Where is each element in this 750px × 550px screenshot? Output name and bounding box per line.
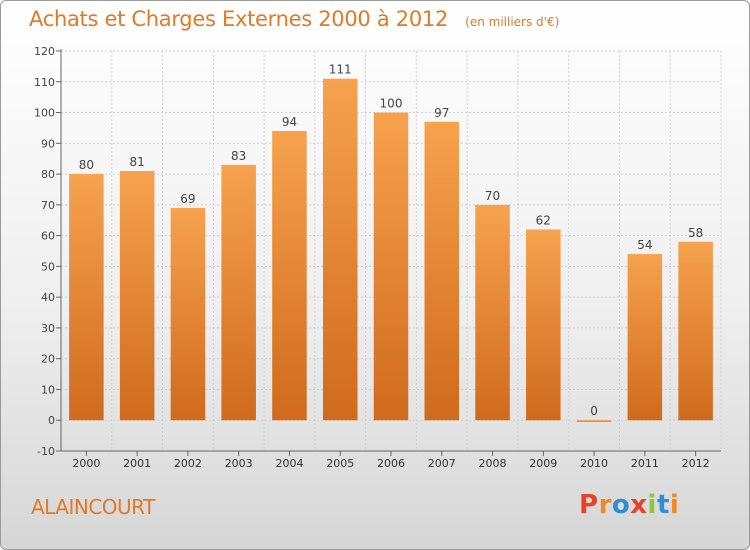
y-tick-label: 10 [41,383,55,396]
bar-value-label: 83 [231,149,246,163]
bar-value-label: 111 [329,63,352,77]
logo-letter: o [611,490,631,520]
x-tick-label: 2008 [479,457,507,470]
x-tick-label: 2007 [428,457,456,470]
bar [170,207,206,421]
bar-value-label: 81 [130,155,145,169]
bar [576,420,612,422]
y-tick-label: 110 [34,76,55,89]
commune-name: ALAINCOURT [31,495,155,519]
proxiti-logo: Proxiti [579,490,679,520]
x-tick-label: 2001 [123,457,151,470]
bar-value-label: 80 [79,158,94,172]
bar [424,121,460,421]
y-tick-label: 0 [48,414,55,427]
bar-value-label: 54 [637,238,652,252]
bar-value-label: 0 [590,404,598,418]
y-tick-label: 30 [41,322,55,335]
x-tick-label: 2005 [326,457,354,470]
y-tick-label: 100 [34,107,55,120]
chart-unit: (en milliers d'€) [465,15,560,29]
bar-value-label: 58 [688,226,703,240]
bar [526,229,561,421]
y-tick-label: 20 [41,353,55,366]
bar-value-label: 62 [536,213,551,227]
logo-letter: i [647,490,657,520]
x-tick-label: 2011 [631,457,659,470]
x-tick-label: 2000 [72,457,100,470]
labels: -10 0 10 20 30 40 50 60 70 80 90 100 110 120 80 2000 81 2… [34,45,710,470]
y-tick-label: 120 [34,45,55,58]
bar [475,204,510,421]
bar-value-label: 70 [485,189,500,203]
bar [221,164,256,421]
x-tick-label: 2012 [682,457,710,470]
bar [119,171,155,421]
bar [69,174,104,421]
bar [627,254,663,421]
bar [373,112,409,421]
bar [322,78,358,421]
logo-letter: P [579,490,599,520]
y-tick-label: -10 [37,445,55,458]
x-tick-label: 2003 [225,457,253,470]
y-tick-label: 80 [41,168,55,181]
bar-value-label: 97 [434,106,449,120]
logo-letter: x [630,490,648,520]
logo-letter: i [669,490,680,520]
chart-title: Achats et Charges Externes 2000 à 2012 [29,7,449,31]
bar [272,131,307,421]
y-tick-label: 90 [41,137,55,150]
axes [56,49,721,456]
x-tick-label: 2002 [174,457,202,470]
logo-letter: t [656,490,670,520]
x-tick-label: 2004 [275,457,303,470]
y-tick-label: 70 [41,199,55,212]
bars [69,78,713,422]
y-tick-label: 50 [41,260,55,273]
y-tick-label: 40 [41,291,55,304]
bar-value-label: 94 [282,115,297,129]
x-tick-label: 2006 [377,457,405,470]
y-tick-label: 60 [41,230,55,243]
bar [678,241,713,421]
bar-value-label: 69 [180,192,195,206]
logo-letter: r [598,490,612,520]
title-row: Achats et Charges Externes 2000 à 2012 (… [29,7,559,31]
x-tick-label: 2009 [529,457,557,470]
bar-value-label: 100 [380,97,403,111]
x-tick-label: 2010 [580,457,608,470]
